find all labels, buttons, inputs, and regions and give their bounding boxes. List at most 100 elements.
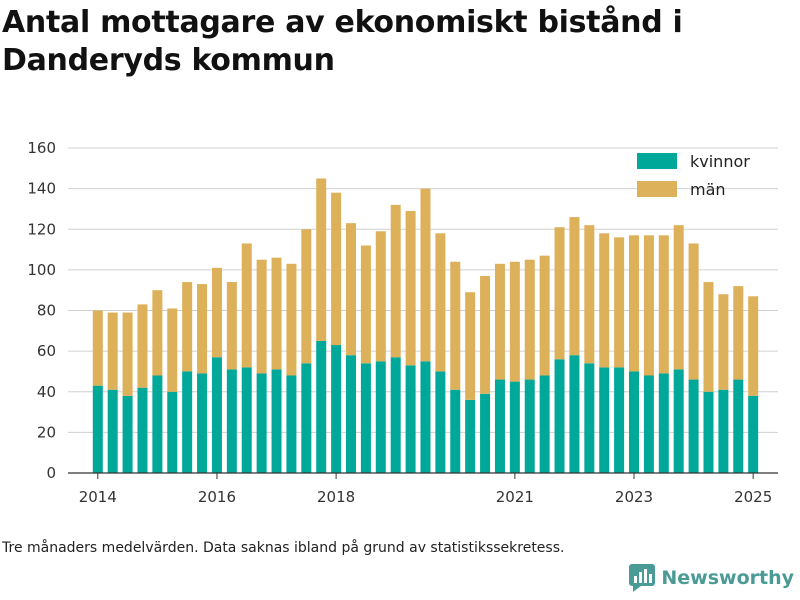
bar-man bbox=[241, 243, 252, 368]
bar-man bbox=[226, 282, 237, 370]
bar-man bbox=[390, 204, 401, 358]
bar-kvinnor bbox=[629, 371, 640, 473]
bar-man bbox=[301, 229, 312, 364]
x-tick-label: 2016 bbox=[198, 488, 236, 506]
y-axis-tick-labels: 0 20 40 60 80 100 120 140 160 bbox=[27, 139, 56, 482]
x-tick-label: 2025 bbox=[734, 488, 772, 506]
legend-swatch-kvinnor bbox=[637, 153, 677, 169]
bar-man bbox=[614, 237, 625, 368]
bar-kvinnor bbox=[599, 367, 610, 473]
y-tick-label: 160 bbox=[27, 139, 56, 157]
bar-man bbox=[256, 259, 267, 374]
bar-kvinnor bbox=[673, 369, 684, 473]
bar-kvinnor bbox=[420, 361, 431, 473]
y-tick-label: 0 bbox=[46, 464, 56, 482]
bar-kvinnor bbox=[554, 359, 565, 473]
bar-man bbox=[494, 263, 505, 380]
bar-man bbox=[599, 233, 610, 368]
bar-kvinnor bbox=[718, 389, 729, 473]
bar-kvinnor bbox=[584, 363, 595, 473]
x-tick-label: 2021 bbox=[496, 488, 534, 506]
bar-man bbox=[733, 286, 744, 380]
bar-kvinnor bbox=[211, 357, 222, 473]
bar-kvinnor bbox=[524, 379, 535, 473]
bar-man bbox=[450, 261, 461, 390]
bar-kvinnor bbox=[152, 375, 163, 473]
bar-man bbox=[137, 304, 148, 388]
bar-man bbox=[539, 255, 550, 376]
bar-man bbox=[554, 227, 565, 360]
bar-kvinnor bbox=[182, 371, 193, 473]
bar-kvinnor bbox=[346, 355, 357, 473]
legend-label: kvinnor bbox=[690, 152, 750, 171]
bar-man bbox=[405, 210, 416, 366]
bar-man bbox=[107, 312, 118, 390]
bar-man bbox=[688, 243, 699, 380]
bar-kvinnor bbox=[658, 373, 669, 473]
legend-swatch-man bbox=[637, 181, 677, 197]
bar-man bbox=[152, 290, 163, 376]
bar-man bbox=[360, 245, 371, 364]
bar-kvinnor bbox=[241, 367, 252, 473]
y-tick-label: 100 bbox=[27, 261, 56, 279]
x-tick-label: 2023 bbox=[615, 488, 653, 506]
bar-kvinnor bbox=[405, 365, 416, 473]
bar-kvinnor bbox=[316, 340, 327, 473]
legend-label: män bbox=[690, 180, 726, 199]
x-tick-label: 2018 bbox=[317, 488, 355, 506]
bar-kvinnor bbox=[733, 379, 744, 473]
bar-kvinnor bbox=[197, 373, 208, 473]
bar-kvinnor bbox=[301, 363, 312, 473]
bar-man bbox=[211, 267, 222, 358]
bars bbox=[92, 178, 759, 473]
bar-kvinnor bbox=[331, 345, 342, 473]
bar-kvinnor bbox=[137, 387, 148, 473]
bar-man bbox=[509, 261, 520, 382]
bar-kvinnor bbox=[614, 367, 625, 473]
bar-kvinnor bbox=[167, 391, 178, 473]
bar-man bbox=[346, 223, 357, 356]
bar-man bbox=[331, 192, 342, 346]
bar-man bbox=[271, 257, 282, 370]
bar-man bbox=[480, 275, 491, 394]
bar-man bbox=[316, 178, 327, 341]
bar-man bbox=[629, 235, 640, 372]
bar-kvinnor bbox=[748, 395, 759, 473]
newsworthy-logo-icon bbox=[629, 564, 656, 592]
bar-man bbox=[658, 235, 669, 374]
y-tick-label: 60 bbox=[37, 342, 56, 360]
x-tick-label: 2014 bbox=[79, 488, 117, 506]
bar-man bbox=[420, 188, 431, 362]
bar-kvinnor bbox=[569, 355, 580, 473]
y-tick-label: 120 bbox=[27, 220, 56, 238]
bar-kvinnor bbox=[509, 381, 520, 473]
bar-man bbox=[167, 308, 178, 392]
bar-man bbox=[92, 310, 103, 386]
bar-man bbox=[122, 312, 133, 396]
bar-kvinnor bbox=[480, 393, 491, 473]
chart-title: Antal mottagare av ekonomiskt bistånd i … bbox=[2, 5, 683, 78]
footnote: Tre månaders medelvärden. Data saknas ib… bbox=[2, 540, 565, 556]
y-tick-label: 140 bbox=[27, 180, 56, 198]
bar-kvinnor bbox=[703, 391, 714, 473]
bar-kvinnor bbox=[539, 375, 550, 473]
bar-man bbox=[435, 233, 446, 372]
bar-kvinnor bbox=[122, 395, 133, 473]
bar-kvinnor bbox=[688, 379, 699, 473]
bar-man bbox=[584, 225, 595, 364]
brand-logo: Newsworthy bbox=[629, 564, 794, 592]
bar-man bbox=[375, 231, 386, 362]
bar-kvinnor bbox=[465, 399, 476, 473]
legend: kvinnor män bbox=[637, 152, 750, 199]
bar-kvinnor bbox=[494, 379, 505, 473]
x-axis: 2014 2016 2018 2021 2023 2025 bbox=[68, 472, 778, 506]
bar-man bbox=[718, 294, 729, 390]
bar-kvinnor bbox=[375, 361, 386, 473]
brand-name: Newsworthy bbox=[661, 567, 794, 589]
bar-man bbox=[673, 225, 684, 370]
bar-man bbox=[182, 282, 193, 372]
bar-man bbox=[569, 217, 580, 356]
bar-kvinnor bbox=[450, 389, 461, 473]
bar-man bbox=[703, 282, 714, 392]
bar-kvinnor bbox=[92, 385, 103, 473]
